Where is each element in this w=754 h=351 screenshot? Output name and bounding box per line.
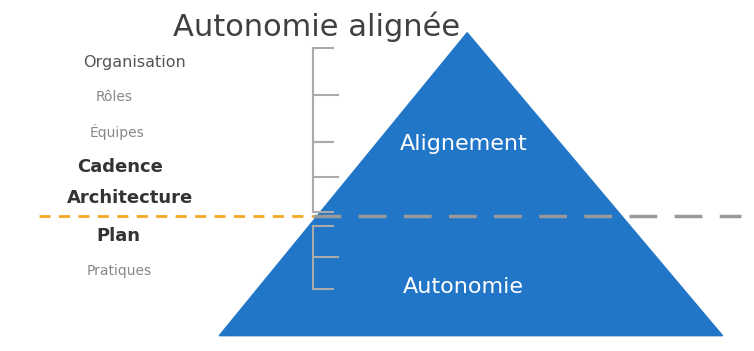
Text: Organisation: Organisation — [83, 55, 185, 70]
Text: Autonomie alignée: Autonomie alignée — [173, 12, 461, 42]
Text: Rôles: Rôles — [96, 90, 133, 104]
Text: Architecture: Architecture — [66, 189, 193, 207]
Polygon shape — [219, 33, 722, 336]
Text: Alignement: Alignement — [400, 134, 527, 154]
Text: Autonomie: Autonomie — [403, 277, 524, 297]
Text: Plan: Plan — [97, 227, 140, 245]
Text: Équipes: Équipes — [90, 124, 144, 140]
Text: Pratiques: Pratiques — [87, 264, 152, 278]
Text: Cadence: Cadence — [77, 158, 163, 176]
